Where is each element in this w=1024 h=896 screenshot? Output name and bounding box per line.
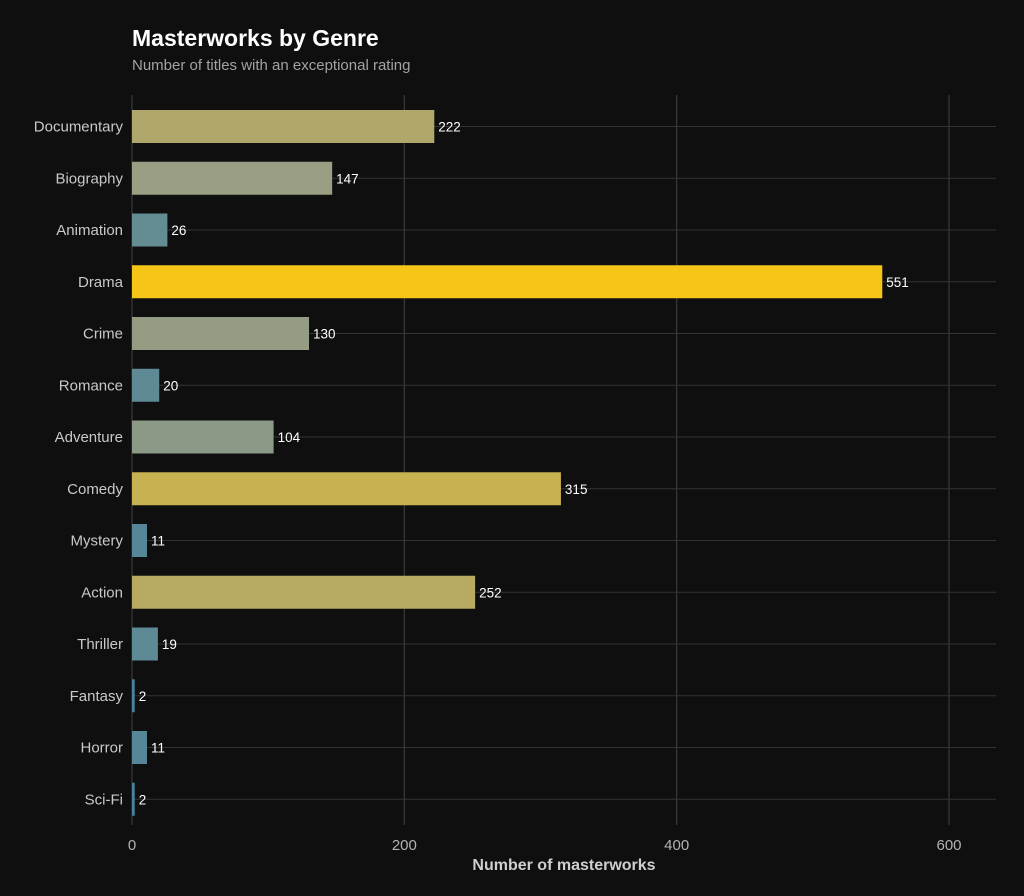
labels: 0 200 400 600 Documentary 222 Biography 147 Anim… [34,119,962,855]
value-label: 315 [565,482,588,497]
category-label: Fantasy [70,688,124,705]
category-label: Sci-Fi [85,791,123,808]
grid [131,95,996,825]
x-tick-label: 0 [128,837,136,854]
bar-fantasy [132,679,135,713]
bar-animation [132,213,168,247]
bar-drama [132,265,883,299]
value-label: 26 [171,223,186,238]
value-label: 20 [163,378,178,393]
value-label: 2 [139,689,147,704]
bar-horror [132,731,147,764]
x-tick-label: 600 [936,837,961,854]
bar-action [132,575,476,609]
bar-mystery [132,524,147,557]
x-tick-label: 200 [392,837,417,854]
x-tick-label: 400 [664,837,689,854]
bar-comedy [132,472,561,506]
category-label: Action [81,584,123,601]
category-label: Comedy [67,481,123,498]
value-label: 551 [886,275,909,290]
category-label: Crime [83,326,123,343]
bar-documentary [132,110,435,143]
bar-romance [132,368,160,402]
bar-biography [132,161,333,195]
value-label: 2 [139,792,147,807]
bar-crime [132,317,310,350]
bars [132,110,883,816]
x-axis-title: Number of masterworks [472,857,655,874]
category-label: Drama [78,274,124,291]
category-label: Documentary [34,119,124,136]
category-label: Adventure [55,429,123,446]
chart-subtitle: Number of titles with an exceptional rat… [132,57,410,74]
value-label: 19 [162,637,177,652]
value-label: 252 [479,585,502,600]
category-label: Thriller [77,636,123,653]
value-label: 222 [438,120,461,135]
bar-adventure [132,420,274,454]
bar-sci-fi [132,782,135,816]
value-label: 11 [151,741,165,756]
category-label: Horror [80,740,123,757]
category-label: Biography [55,170,123,187]
category-label: Mystery [71,533,124,550]
value-label: 130 [313,327,336,342]
bar-thriller [132,627,158,661]
value-label: 11 [151,534,165,549]
category-label: Animation [56,222,123,239]
category-label: Romance [59,377,123,394]
chart-title: Masterworks by Genre [132,25,379,51]
value-label: 147 [336,171,359,186]
value-label: 104 [278,430,301,445]
